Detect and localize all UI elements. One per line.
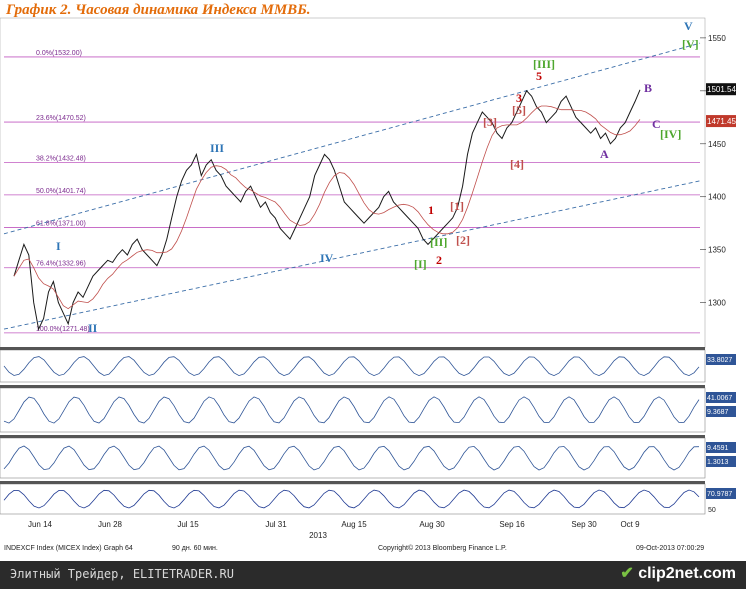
indicator-panel xyxy=(0,437,706,479)
readout-label: 33.8027 xyxy=(707,357,732,364)
readout-badge xyxy=(706,456,736,467)
wave-label: B xyxy=(644,81,652,95)
readout-badge xyxy=(706,442,736,453)
panel-divider xyxy=(0,435,705,438)
fib-label: 76.4%(1332.96) xyxy=(36,261,86,268)
wave-label: [V] xyxy=(682,37,699,51)
panel-divider xyxy=(0,385,705,388)
wave-label: [2] xyxy=(456,233,470,247)
fib-label: 38.2%(1432.48) xyxy=(36,155,86,162)
x-tick-label: Oct 9 xyxy=(620,520,640,529)
y-tick-label: 1300 xyxy=(708,299,726,308)
brand-suffix: net.com xyxy=(674,565,736,582)
wave-label: III xyxy=(210,141,224,155)
channel-upper xyxy=(3,42,701,235)
chart-title: График 2. Часовая динамика Индекса ММВБ. xyxy=(6,2,311,18)
x-tick-label: Jul 31 xyxy=(265,520,287,529)
readout-label: 70.9787 xyxy=(707,491,732,498)
watermark-bar xyxy=(0,561,746,589)
wave-label: C xyxy=(652,117,661,131)
indicator-panel xyxy=(0,387,706,433)
indicator-panel xyxy=(0,349,706,383)
x-tick-label: Jun 28 xyxy=(98,520,123,529)
indicator-series xyxy=(3,396,700,424)
readout-badge xyxy=(706,488,736,499)
indicator-series xyxy=(3,489,700,509)
x-tick-label: Jul 15 xyxy=(177,520,199,529)
indicator-series xyxy=(3,356,700,377)
readout-badge xyxy=(706,392,736,403)
wave-label: A xyxy=(600,147,609,161)
readout-label: 1.3013 xyxy=(707,459,729,466)
panel-divider xyxy=(0,347,705,350)
x-tick-label: Aug 15 xyxy=(341,520,367,529)
price-series xyxy=(13,89,641,331)
index-info: INDEXCF Index (MICEX Index) Graph 64 xyxy=(4,545,133,552)
price-badge xyxy=(706,83,736,96)
readout-label: 9.3687 xyxy=(707,409,729,416)
price-chart: 0.0%(1532.00) 23.6%(1470.52) 38.2%(1432.48… xyxy=(0,17,736,540)
brand-logo: ✔ clip2net.com xyxy=(620,563,736,583)
y-tick-label: 1400 xyxy=(708,193,726,202)
x-tick-label: Sep 30 xyxy=(571,520,597,529)
wave-label: 3 xyxy=(516,91,522,105)
wave-label: [I] xyxy=(414,257,427,271)
brand-leaf-icon: ✔ xyxy=(620,565,634,582)
y-tick-label: 1450 xyxy=(708,140,726,149)
wave-label: [3] xyxy=(483,115,497,129)
fib-label: 61.8%(1371.00) xyxy=(36,220,86,227)
indicator-panel xyxy=(0,483,706,515)
readout-label: 41.0067 xyxy=(707,395,732,402)
readout-label: 9.4591 xyxy=(707,445,729,452)
fib-label: 23.6%(1470.52) xyxy=(36,115,86,122)
readout-badge xyxy=(706,406,736,417)
readout-badge xyxy=(706,354,736,365)
moving-average xyxy=(13,105,641,310)
wave-label: 1 xyxy=(428,203,434,217)
watermark-text: Элитный Трейдер, ELITETRADER.RU xyxy=(10,567,234,581)
wave-label: [IV] xyxy=(660,127,681,141)
copyright: Copyright© 2013 Bloomberg Finance L.P. xyxy=(378,545,507,552)
price-badge xyxy=(706,115,736,128)
year-label: 2013 xyxy=(309,531,327,540)
period-info: 90 дн. 60 мин. xyxy=(172,545,218,552)
wave-label: II xyxy=(88,321,98,335)
fib-label: 0.0%(1532.00) xyxy=(36,50,82,57)
wave-label: [II] xyxy=(430,235,447,249)
x-tick-label: Aug 30 xyxy=(419,520,445,529)
x-tick-label: Sep 16 xyxy=(499,520,525,529)
timestamp: 09-Oct-2013 07:00:29 xyxy=(636,545,705,552)
wave-label: IV xyxy=(320,251,334,265)
fib-label: 50.0%(1401.74) xyxy=(36,188,86,195)
wave-label: V xyxy=(684,19,693,33)
indicator-tick: 50 xyxy=(708,507,716,514)
wave-label: 2 xyxy=(436,253,442,267)
panel-divider xyxy=(0,481,705,484)
y-tick-label: 1550 xyxy=(708,34,726,43)
wave-label: [4] xyxy=(510,157,524,171)
wave-label: [1] xyxy=(450,199,464,213)
wave-label: I xyxy=(56,239,61,253)
fib-label: 100.0%(1271.48) xyxy=(36,326,90,333)
x-tick-label: Jun 14 xyxy=(28,520,53,529)
wave-label: [III] xyxy=(533,57,555,71)
price-badge-label: 1471.45 xyxy=(707,117,736,126)
wave-label: [5] xyxy=(512,103,526,117)
wave-label: 5 xyxy=(536,69,542,83)
indicator-series xyxy=(3,445,700,471)
y-tick-label: 1350 xyxy=(708,246,726,255)
price-badge-label: 1501.54 xyxy=(707,85,736,94)
brand-main: clip2 xyxy=(638,565,675,582)
